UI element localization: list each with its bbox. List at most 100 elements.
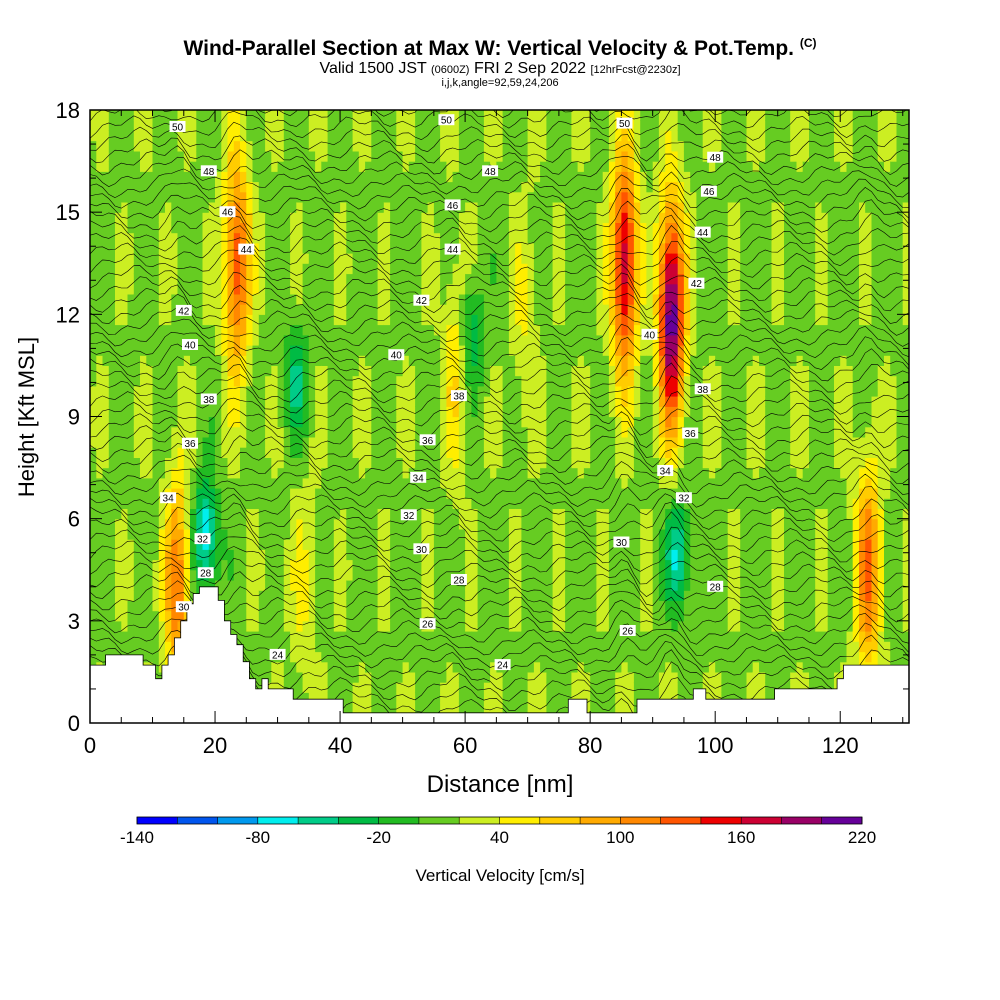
velocity-cell xyxy=(402,304,410,315)
velocity-cell xyxy=(302,661,310,673)
velocity-cell xyxy=(152,140,160,152)
velocity-cell xyxy=(471,426,479,438)
velocity-cell xyxy=(327,580,335,591)
velocity-cell xyxy=(440,682,447,693)
velocity-cell xyxy=(496,692,504,704)
velocity-cell xyxy=(265,600,272,612)
velocity-cell xyxy=(590,150,598,162)
velocity-cell xyxy=(302,181,310,193)
velocity-cell xyxy=(227,559,235,571)
velocity-cell xyxy=(327,477,335,489)
velocity-cell xyxy=(602,692,610,704)
velocity-cell xyxy=(171,631,179,642)
velocity-cell xyxy=(546,600,554,612)
velocity-cell xyxy=(483,416,491,428)
velocity-cell xyxy=(158,396,166,407)
velocity-cell xyxy=(421,447,429,458)
velocity-cell xyxy=(308,191,316,203)
velocity-cell xyxy=(552,212,560,223)
velocity-cell xyxy=(371,130,379,142)
velocity-cell xyxy=(96,580,104,591)
velocity-cell xyxy=(533,283,541,295)
velocity-cell xyxy=(490,273,497,285)
velocity-cell xyxy=(258,222,266,234)
velocity-cell xyxy=(465,110,472,121)
velocity-cell xyxy=(240,600,247,612)
velocity-cell xyxy=(546,110,554,121)
velocity-cell xyxy=(515,651,522,663)
velocity-cell xyxy=(377,130,385,142)
velocity-cell xyxy=(108,436,116,448)
velocity-cell xyxy=(477,631,485,642)
velocity-cell xyxy=(127,191,135,203)
velocity-cell xyxy=(508,651,516,663)
velocity-cell xyxy=(571,375,579,387)
velocity-cell xyxy=(508,130,516,142)
velocity-cell xyxy=(265,375,272,387)
velocity-cell xyxy=(427,610,435,622)
velocity-cell xyxy=(390,682,397,693)
velocity-cell xyxy=(590,590,598,601)
velocity-cell xyxy=(146,334,154,346)
velocity-cell xyxy=(190,222,197,234)
velocity-cell xyxy=(427,140,435,152)
velocity-cell xyxy=(190,528,197,540)
velocity-cell xyxy=(296,283,304,295)
velocity-cell xyxy=(583,396,591,407)
velocity-cell xyxy=(483,488,491,499)
velocity-cell xyxy=(602,457,610,469)
velocity-cell xyxy=(433,202,441,213)
velocity-cell xyxy=(108,569,116,581)
velocity-cell xyxy=(390,222,397,234)
velocity-cell xyxy=(346,528,354,540)
velocity-cell xyxy=(196,436,204,448)
velocity-cell xyxy=(252,171,260,183)
velocity-cell xyxy=(183,222,191,234)
velocity-cell xyxy=(133,406,141,418)
velocity-cell xyxy=(390,334,397,346)
velocity-cell xyxy=(271,641,279,653)
velocity-cell xyxy=(352,549,360,561)
velocity-cell xyxy=(452,610,460,622)
velocity-cell xyxy=(158,181,166,193)
velocity-cell xyxy=(533,355,541,366)
velocity-cell xyxy=(221,416,229,428)
velocity-cell xyxy=(258,528,266,540)
velocity-cell xyxy=(283,641,291,653)
velocity-cell xyxy=(202,406,210,418)
velocity-cell xyxy=(302,140,310,152)
velocity-cell xyxy=(527,150,535,162)
velocity-cell xyxy=(183,202,191,213)
velocity-cell xyxy=(127,130,135,142)
velocity-cell xyxy=(121,426,129,438)
velocity-cell xyxy=(296,365,304,377)
velocity-cell xyxy=(446,375,454,387)
velocity-cell xyxy=(402,590,410,601)
velocity-cell xyxy=(352,191,360,203)
velocity-cell xyxy=(446,692,454,704)
velocity-cell xyxy=(596,324,604,336)
velocity-cell xyxy=(358,334,366,346)
velocity-cell xyxy=(577,600,585,612)
velocity-cell xyxy=(483,508,491,520)
velocity-cell xyxy=(408,620,416,632)
velocity-cell xyxy=(583,610,591,622)
velocity-cell xyxy=(402,641,410,653)
velocity-cell xyxy=(577,273,585,285)
velocity-cell xyxy=(202,283,210,295)
velocity-cell xyxy=(452,580,460,591)
velocity-cell xyxy=(458,498,466,509)
velocity-cell xyxy=(265,263,272,275)
velocity-cell xyxy=(446,580,454,591)
velocity-cell xyxy=(483,426,491,438)
velocity-cell xyxy=(290,202,297,213)
velocity-cell xyxy=(415,651,422,663)
velocity-cell xyxy=(571,498,579,509)
velocity-cell xyxy=(383,692,391,704)
velocity-cell xyxy=(558,191,566,203)
velocity-cell xyxy=(133,375,141,387)
velocity-cell xyxy=(483,539,491,550)
velocity-cell xyxy=(302,447,310,458)
velocity-cell xyxy=(165,314,172,326)
velocity-cell xyxy=(277,447,285,458)
